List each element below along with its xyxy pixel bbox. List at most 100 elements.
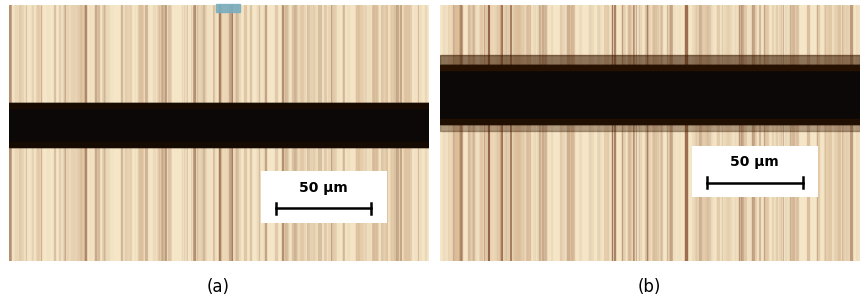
Bar	[829, 4, 831, 261]
Bar	[284, 4, 287, 261]
Bar	[400, 4, 402, 261]
Bar	[637, 4, 638, 261]
Bar	[228, 4, 231, 261]
Bar	[614, 4, 615, 261]
Text: (a): (a)	[207, 278, 230, 296]
Bar	[79, 4, 82, 261]
Bar	[138, 4, 141, 261]
Bar	[606, 4, 607, 261]
Bar	[314, 4, 316, 261]
Bar	[127, 4, 130, 261]
Bar	[78, 4, 80, 261]
Bar	[403, 4, 406, 261]
Bar	[692, 4, 694, 261]
Bar	[302, 4, 304, 261]
Bar	[375, 4, 377, 261]
Bar	[684, 4, 687, 261]
Bar	[696, 4, 697, 261]
Bar	[19, 4, 20, 261]
Bar	[476, 4, 477, 261]
Bar	[796, 4, 797, 261]
Bar	[791, 4, 793, 261]
Bar	[362, 4, 365, 261]
Bar	[153, 4, 156, 261]
Bar	[504, 4, 505, 261]
Bar	[652, 4, 656, 261]
Bar	[90, 4, 92, 261]
Bar	[697, 4, 700, 261]
Bar	[673, 4, 675, 261]
Bar	[285, 4, 288, 261]
Bar	[95, 4, 97, 261]
Bar	[838, 4, 840, 261]
Bar	[54, 4, 55, 261]
Bar	[10, 4, 11, 261]
Bar	[232, 4, 233, 261]
Bar	[391, 4, 393, 261]
Bar	[858, 4, 860, 261]
Bar	[139, 4, 142, 261]
Bar	[524, 4, 526, 261]
Bar	[188, 4, 190, 261]
Bar	[213, 4, 215, 261]
Bar	[657, 4, 658, 261]
Bar	[419, 4, 422, 261]
Bar	[783, 4, 784, 261]
Bar	[365, 4, 366, 261]
Bar	[157, 4, 158, 261]
Bar	[209, 4, 211, 261]
Bar	[138, 4, 142, 261]
Bar	[207, 4, 208, 261]
Bar	[579, 4, 581, 261]
Bar	[835, 4, 837, 261]
Bar	[205, 4, 207, 261]
Bar	[640, 4, 643, 261]
Bar	[533, 4, 535, 261]
Bar	[623, 4, 624, 261]
Bar	[324, 4, 326, 261]
Bar	[162, 4, 164, 261]
Bar	[542, 4, 543, 261]
Bar	[741, 4, 744, 261]
Bar	[404, 4, 405, 261]
Bar	[11, 4, 13, 261]
Bar	[337, 4, 340, 261]
Bar	[221, 4, 225, 261]
Bar	[124, 4, 125, 261]
Bar	[499, 4, 501, 261]
Bar	[236, 4, 238, 261]
Bar	[35, 4, 37, 261]
Bar	[824, 4, 825, 261]
Bar	[847, 4, 848, 261]
Bar	[13, 4, 16, 261]
Bar	[696, 4, 697, 261]
Bar	[825, 4, 829, 261]
Bar	[296, 4, 298, 261]
Bar	[249, 4, 251, 261]
Bar	[695, 4, 697, 261]
Bar	[440, 118, 860, 124]
Bar	[692, 146, 817, 197]
Bar	[313, 4, 314, 261]
Bar	[538, 4, 540, 261]
Bar	[708, 4, 710, 261]
Bar	[787, 4, 789, 261]
Bar	[350, 4, 352, 261]
Bar	[440, 124, 860, 131]
Bar	[264, 4, 265, 261]
Bar	[138, 4, 141, 261]
Bar	[565, 4, 567, 261]
Bar	[826, 4, 828, 261]
Bar	[607, 4, 609, 261]
Bar	[282, 4, 283, 261]
Bar	[405, 4, 407, 261]
Bar	[110, 4, 112, 261]
Bar	[588, 4, 590, 261]
Bar	[125, 4, 126, 261]
Bar	[784, 4, 785, 261]
Bar	[85, 4, 86, 261]
Bar	[169, 4, 170, 261]
Bar	[786, 4, 789, 261]
Bar	[313, 4, 314, 261]
Bar	[275, 4, 277, 261]
